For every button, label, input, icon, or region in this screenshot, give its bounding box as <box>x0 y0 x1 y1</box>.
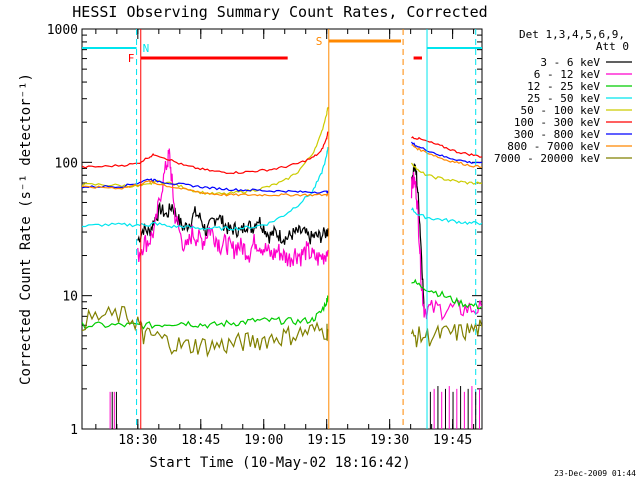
saa-label: S <box>316 35 323 48</box>
legend-header-1: Det 1,3,4,5,6,9, <box>519 28 625 41</box>
x-tick-label: 18:45 <box>181 433 220 448</box>
x-tick-label: 18:30 <box>118 433 157 448</box>
series-line-b-3 <box>411 207 482 226</box>
plot-area: 1 10 100 1000 18:30 18:45 19:00 19:15 19:30 19:45… <box>47 23 483 448</box>
legend-label: 100 - 300 keV <box>514 116 600 129</box>
y-tick-label: 100 <box>55 156 78 171</box>
legend-header-2: Att 0 <box>596 40 629 53</box>
series-line-b-8 <box>410 319 482 348</box>
series-line-b-4 <box>410 162 482 185</box>
series-line-0 <box>137 201 329 245</box>
series-line-2 <box>82 295 329 330</box>
x-axis-label: Start Time (10-May-02 18:16:42) <box>149 455 410 471</box>
x-tick-label: 19:00 <box>244 433 283 448</box>
series-line-8 <box>82 305 329 358</box>
legend-label: 12 - 25 keV <box>527 80 600 93</box>
series-line-5 <box>82 131 329 175</box>
series-line-b-7 <box>411 144 482 168</box>
series-line-b-5 <box>411 136 482 158</box>
chart-title: HESSI Observing Summary Count Rates, Cor… <box>72 3 487 21</box>
legend-label: 50 - 100 keV <box>521 104 601 117</box>
plot-frame <box>81 28 483 430</box>
series-line-3 <box>82 147 329 231</box>
x-tick-label: 19:45 <box>433 433 472 448</box>
y-tick-label: 1000 <box>47 23 78 38</box>
legend-label: 300 - 800 keV <box>514 128 600 141</box>
series-line-1 <box>137 148 329 268</box>
y-axis-label: Corrected Count Rate (s⁻¹ detector⁻¹) <box>18 73 34 385</box>
legend-label: 6 - 12 keV <box>534 68 601 81</box>
series-line-4 <box>82 106 329 196</box>
y-tick-label: 10 <box>62 290 78 305</box>
series-line-b-1 <box>410 171 482 321</box>
night-label: N <box>143 42 150 55</box>
x-tick-label: 19:30 <box>370 433 409 448</box>
legend-label: 25 - 50 keV <box>527 92 600 105</box>
y-tick-label: 1 <box>70 423 78 438</box>
legend-label: 3 - 6 keV <box>540 56 600 69</box>
series-line-7 <box>82 179 329 197</box>
legend-label: 7000 - 20000 keV <box>494 152 600 165</box>
series-line-6 <box>82 178 329 194</box>
footer-timestamp: 23-Dec-2009 01:44 <box>554 469 636 478</box>
flare-label: F <box>128 52 135 65</box>
series-line-b-2 <box>411 278 482 309</box>
x-tick-label: 19:15 <box>307 433 346 448</box>
series-line-b-6 <box>410 141 482 164</box>
legend-label: 800 - 7000 keV <box>507 140 600 153</box>
